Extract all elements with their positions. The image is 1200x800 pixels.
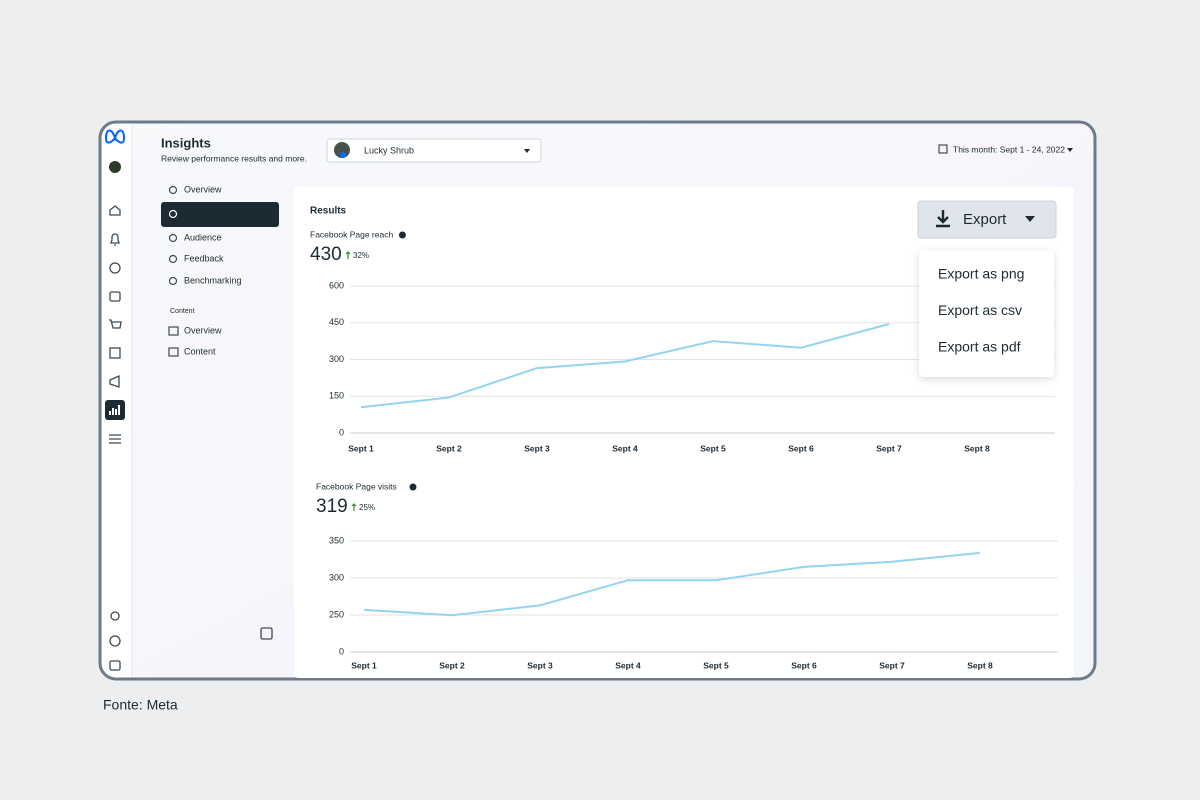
nav-item[interactable]: Overview <box>184 184 222 194</box>
bell-icon[interactable] <box>110 233 120 246</box>
nav-icon <box>168 254 178 264</box>
x-tick-label: Sept 5 <box>700 443 726 453</box>
info-icon[interactable] <box>398 231 406 239</box>
y-tick-label: 600 <box>329 280 344 290</box>
meta-logo[interactable] <box>104 129 126 144</box>
caption: Fonte: Meta <box>103 697 178 713</box>
date-range[interactable]: This month: Sept 1 - 24, 2022 <box>953 144 1065 154</box>
x-tick-label: Sept 2 <box>439 660 465 670</box>
nav-item[interactable]: Results <box>187 208 218 218</box>
insights-glyph <box>109 405 120 415</box>
export-label[interactable]: Export <box>963 211 1007 228</box>
panel-title: Results <box>310 206 347 217</box>
fb-badge <box>340 152 346 158</box>
help-icon[interactable] <box>109 635 121 647</box>
y-tick-label: 250 <box>329 609 344 619</box>
caret <box>524 149 530 153</box>
x-tick-label: Sept 8 <box>964 443 990 453</box>
nav-item[interactable]: Feedback <box>184 253 224 263</box>
metric-total: 430 <box>310 244 342 265</box>
y-tick-label: 300 <box>329 354 344 364</box>
account-photo <box>334 142 350 158</box>
x-tick-label: Sept 3 <box>527 660 553 670</box>
data-line <box>363 551 981 617</box>
x-tick-label: Sept 3 <box>524 443 550 453</box>
nav-icon <box>168 347 179 357</box>
export-menu <box>919 250 1054 377</box>
x-tick-label: Sept 7 <box>876 443 902 453</box>
x-tick-label: Sept 1 <box>351 660 377 670</box>
account-selector[interactable] <box>326 138 542 163</box>
y-tick-label: 350 <box>329 535 344 545</box>
caret <box>1025 216 1035 222</box>
info-icon[interactable] <box>409 483 417 491</box>
report-icon[interactable] <box>109 660 121 671</box>
y-tick-label: 450 <box>329 317 344 327</box>
nav-section-label: Content <box>170 308 195 315</box>
metric-change: 32% <box>353 251 369 260</box>
x-tick-label: Sept 6 <box>788 443 814 453</box>
y-tick-label: 0 <box>339 427 344 437</box>
chat-icon[interactable] <box>109 262 121 274</box>
up-arrow <box>351 503 357 511</box>
nav-icon <box>168 209 178 219</box>
x-tick-label: Sept 2 <box>436 443 462 453</box>
x-tick-label: Sept 6 <box>791 660 817 670</box>
nav-icon <box>168 233 178 243</box>
x-tick-label: Sept 1 <box>348 443 374 453</box>
nav-item[interactable]: Benchmarking <box>184 275 242 285</box>
page-title: Insights <box>161 135 211 150</box>
metric-title: Facebook Page reach <box>310 229 393 239</box>
nav-item[interactable]: Overview <box>184 325 222 335</box>
export-button[interactable] <box>917 200 1057 239</box>
calendar-icon[interactable] <box>938 144 948 154</box>
collapse-icon[interactable] <box>260 627 273 640</box>
export-option[interactable]: Export as png <box>938 266 1024 282</box>
y-tick-label: 0 <box>339 646 344 656</box>
data-line <box>360 323 890 409</box>
settings-icon[interactable] <box>110 611 120 621</box>
home-icon[interactable] <box>109 205 121 216</box>
account-avatar[interactable] <box>109 161 121 173</box>
table-icon[interactable] <box>109 347 121 359</box>
page-subtitle: Review performance results and more. <box>161 153 307 163</box>
metric-title: Facebook Page visits <box>316 481 397 491</box>
nav-active-bg <box>161 202 279 227</box>
metric-total: 319 <box>316 496 348 517</box>
x-tick-label: Sept 4 <box>615 660 641 670</box>
account-name: Lucky Shrub <box>364 145 414 155</box>
x-tick-label: Sept 7 <box>879 660 905 670</box>
nav-item[interactable]: Audience <box>184 232 222 242</box>
y-tick-label: 150 <box>329 391 344 401</box>
x-tick-label: Sept 4 <box>612 443 638 453</box>
nav-icon <box>168 185 178 195</box>
shop-icon[interactable] <box>109 319 122 329</box>
download-icon <box>936 210 950 228</box>
posts-icon[interactable] <box>109 291 121 302</box>
metric-change: 25% <box>359 503 375 512</box>
export-option[interactable]: Export as pdf <box>938 339 1021 355</box>
nav-icon <box>168 276 178 286</box>
nav-item[interactable]: Content <box>184 346 216 356</box>
up-arrow <box>345 251 351 259</box>
nav-icon <box>168 326 179 336</box>
y-tick-label: 300 <box>329 572 344 582</box>
caret <box>1067 148 1073 152</box>
menu-icon[interactable] <box>109 434 121 444</box>
x-tick-label: Sept 5 <box>703 660 729 670</box>
ads-icon[interactable] <box>109 374 120 388</box>
x-tick-label: Sept 8 <box>967 660 993 670</box>
export-option[interactable]: Export as csv <box>938 302 1022 318</box>
